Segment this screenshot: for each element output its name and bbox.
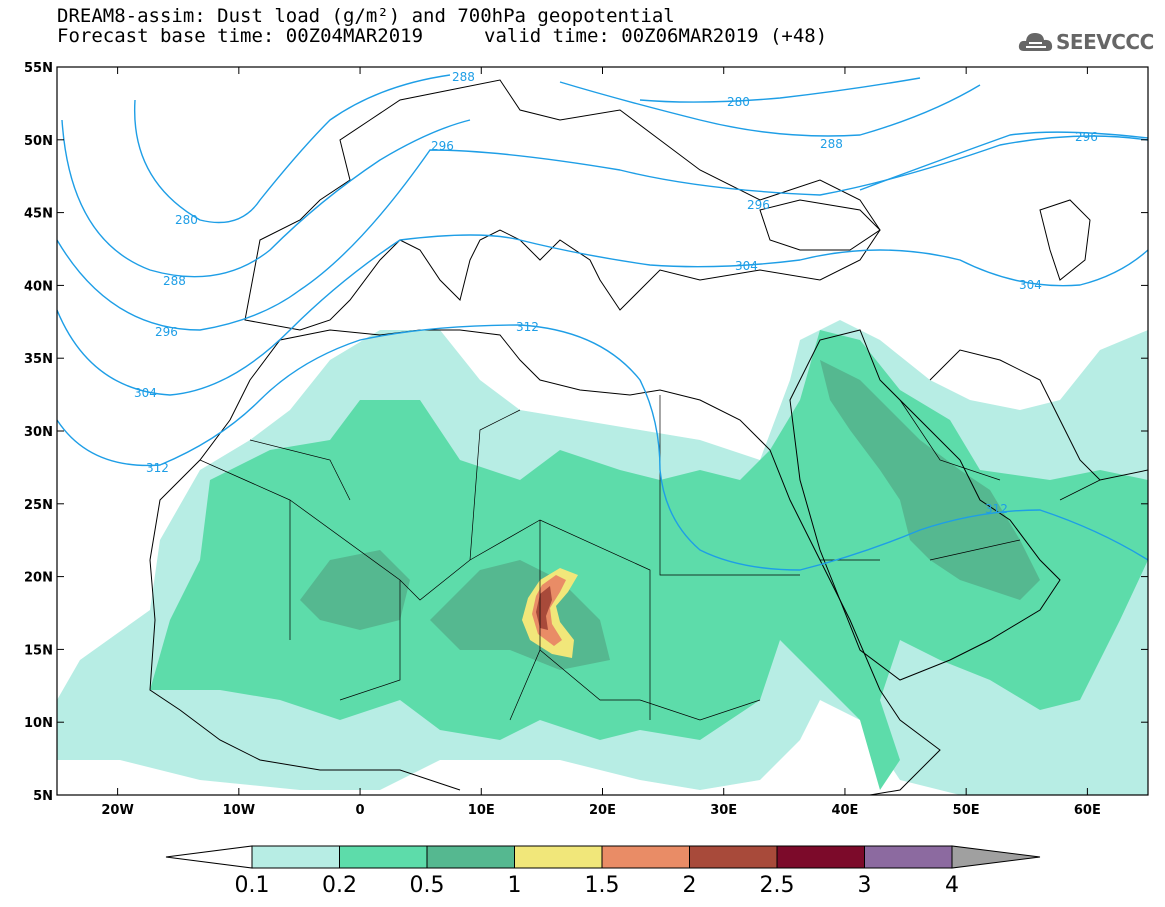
coastline-arabia xyxy=(789,329,1061,681)
colorbar-segment xyxy=(689,845,778,869)
colorbar-label: 1 xyxy=(508,873,522,898)
coastline-blacksea xyxy=(759,199,881,251)
contour-label: 312 xyxy=(985,502,1008,516)
colorbar-segment xyxy=(864,845,953,869)
lon-tick-label: 20W xyxy=(101,803,133,818)
lon-tick-label: 60E xyxy=(1074,803,1101,818)
coastline-africa-north xyxy=(149,329,941,795)
cloud-icon xyxy=(1018,33,1053,51)
contour-label: 280 xyxy=(727,95,750,109)
colorbar-segment xyxy=(776,845,865,869)
colorbar-segment xyxy=(514,845,603,869)
colorbar-label: 3 xyxy=(858,873,872,898)
contour-288-west xyxy=(61,119,471,278)
valid-time: valid time: 00Z06MAR2019 (+48) xyxy=(484,25,828,47)
contour-label: 304 xyxy=(134,386,157,400)
country-borders xyxy=(199,395,1101,721)
contour-280-west xyxy=(133,74,451,224)
lat-tick-label: 10N xyxy=(24,716,53,731)
colorbar-arrow-low xyxy=(165,845,253,869)
lat-tick-label: 50N xyxy=(24,134,53,149)
coastlines xyxy=(149,79,1148,795)
lon-tick-label: 10W xyxy=(223,803,255,818)
dust-band-1.5 xyxy=(532,575,566,646)
lon-tick-label: 50E xyxy=(953,803,980,818)
contour-label: 288 xyxy=(820,137,843,151)
lat-tick-label: 40N xyxy=(24,279,53,294)
contour-280-north xyxy=(639,77,921,103)
colorbar-label: 2.5 xyxy=(760,873,795,898)
geopotential-contours xyxy=(57,74,1148,571)
coastline-africa-west xyxy=(149,559,461,791)
contour-label: 312 xyxy=(146,461,169,475)
colorbar-segment xyxy=(339,845,428,869)
coastline-caspian xyxy=(1039,199,1091,281)
contour-label: 296 xyxy=(155,325,178,339)
contour-label: 296 xyxy=(747,198,770,212)
contour-label: 296 xyxy=(431,139,454,153)
lon-tick-label: 30E xyxy=(710,803,737,818)
dust-field xyxy=(57,320,1148,795)
longitude-axis: 20W 10W 0 10E 20E 30E 40E 50E 60E xyxy=(101,67,1101,818)
colorbar-label: 1.5 xyxy=(585,873,620,898)
colorbar-label: 0.1 xyxy=(235,873,270,898)
colorbar-segment xyxy=(426,845,515,869)
contour-label: 288 xyxy=(163,274,186,288)
colorbar-label: 0.5 xyxy=(410,873,445,898)
colorbar-segment xyxy=(601,845,690,869)
lat-tick-label: 25N xyxy=(24,498,53,513)
contour-304 xyxy=(57,234,1148,396)
coastline-asia xyxy=(929,349,1148,481)
contour-label: 312 xyxy=(516,320,539,334)
contour-296-east xyxy=(859,131,1148,191)
colorbar: 0.1 0.2 0.5 1 1.5 2 2.5 3 4 xyxy=(165,845,1041,898)
dust-band-0.5-east xyxy=(820,360,1040,600)
contour-label: 304 xyxy=(735,259,758,273)
title-line-2: Forecast base time: 00Z04MAR2019 xyxy=(57,25,424,47)
contour-296-west xyxy=(57,135,1148,331)
lon-tick-label: 20E xyxy=(589,803,616,818)
dust-band-0.5-west xyxy=(300,550,410,630)
lat-tick-label: 35N xyxy=(24,352,53,367)
seevccc-logo: SEEVCCC xyxy=(1018,24,1158,60)
colorbar-label: 0.2 xyxy=(322,873,357,898)
coastline-europe xyxy=(244,79,881,331)
lat-tick-label: 5N xyxy=(33,789,53,804)
chart-header: DREAM8-assim: Dust load (g/m²) and 700hP… xyxy=(57,5,827,47)
logo-text: SEEVCCC xyxy=(1056,30,1154,54)
latitude-axis: 55N 50N 45N 40N 35N 30N 25N 20N 15N 10N 5N xyxy=(24,61,1148,804)
contour-labels: 288 280 296 288 280 296 304 288 296 304 … xyxy=(134,70,1098,516)
lon-tick-label: 40E xyxy=(831,803,858,818)
lat-tick-label: 15N xyxy=(24,643,53,658)
lat-tick-label: 55N xyxy=(24,61,53,76)
contour-288-north xyxy=(559,81,981,137)
contour-label: 304 xyxy=(1019,278,1042,292)
colorbar-label: 4 xyxy=(945,873,959,898)
colorbar-arrow-high xyxy=(951,845,1041,869)
lat-tick-label: 45N xyxy=(24,207,53,222)
colorbar-segment xyxy=(251,845,340,869)
lat-tick-label: 20N xyxy=(24,571,53,586)
lon-tick-label: 10E xyxy=(468,803,495,818)
contour-label: 296 xyxy=(1075,130,1098,144)
contour-label: 288 xyxy=(452,70,475,84)
title-line-1: DREAM8-assim: Dust load (g/m²) and 700hP… xyxy=(57,5,675,27)
lon-tick-label: 0 xyxy=(356,803,365,818)
lat-tick-label: 30N xyxy=(24,425,53,440)
contour-312 xyxy=(57,324,1148,571)
contour-label: 280 xyxy=(175,213,198,227)
colorbar-label: 2 xyxy=(683,873,697,898)
